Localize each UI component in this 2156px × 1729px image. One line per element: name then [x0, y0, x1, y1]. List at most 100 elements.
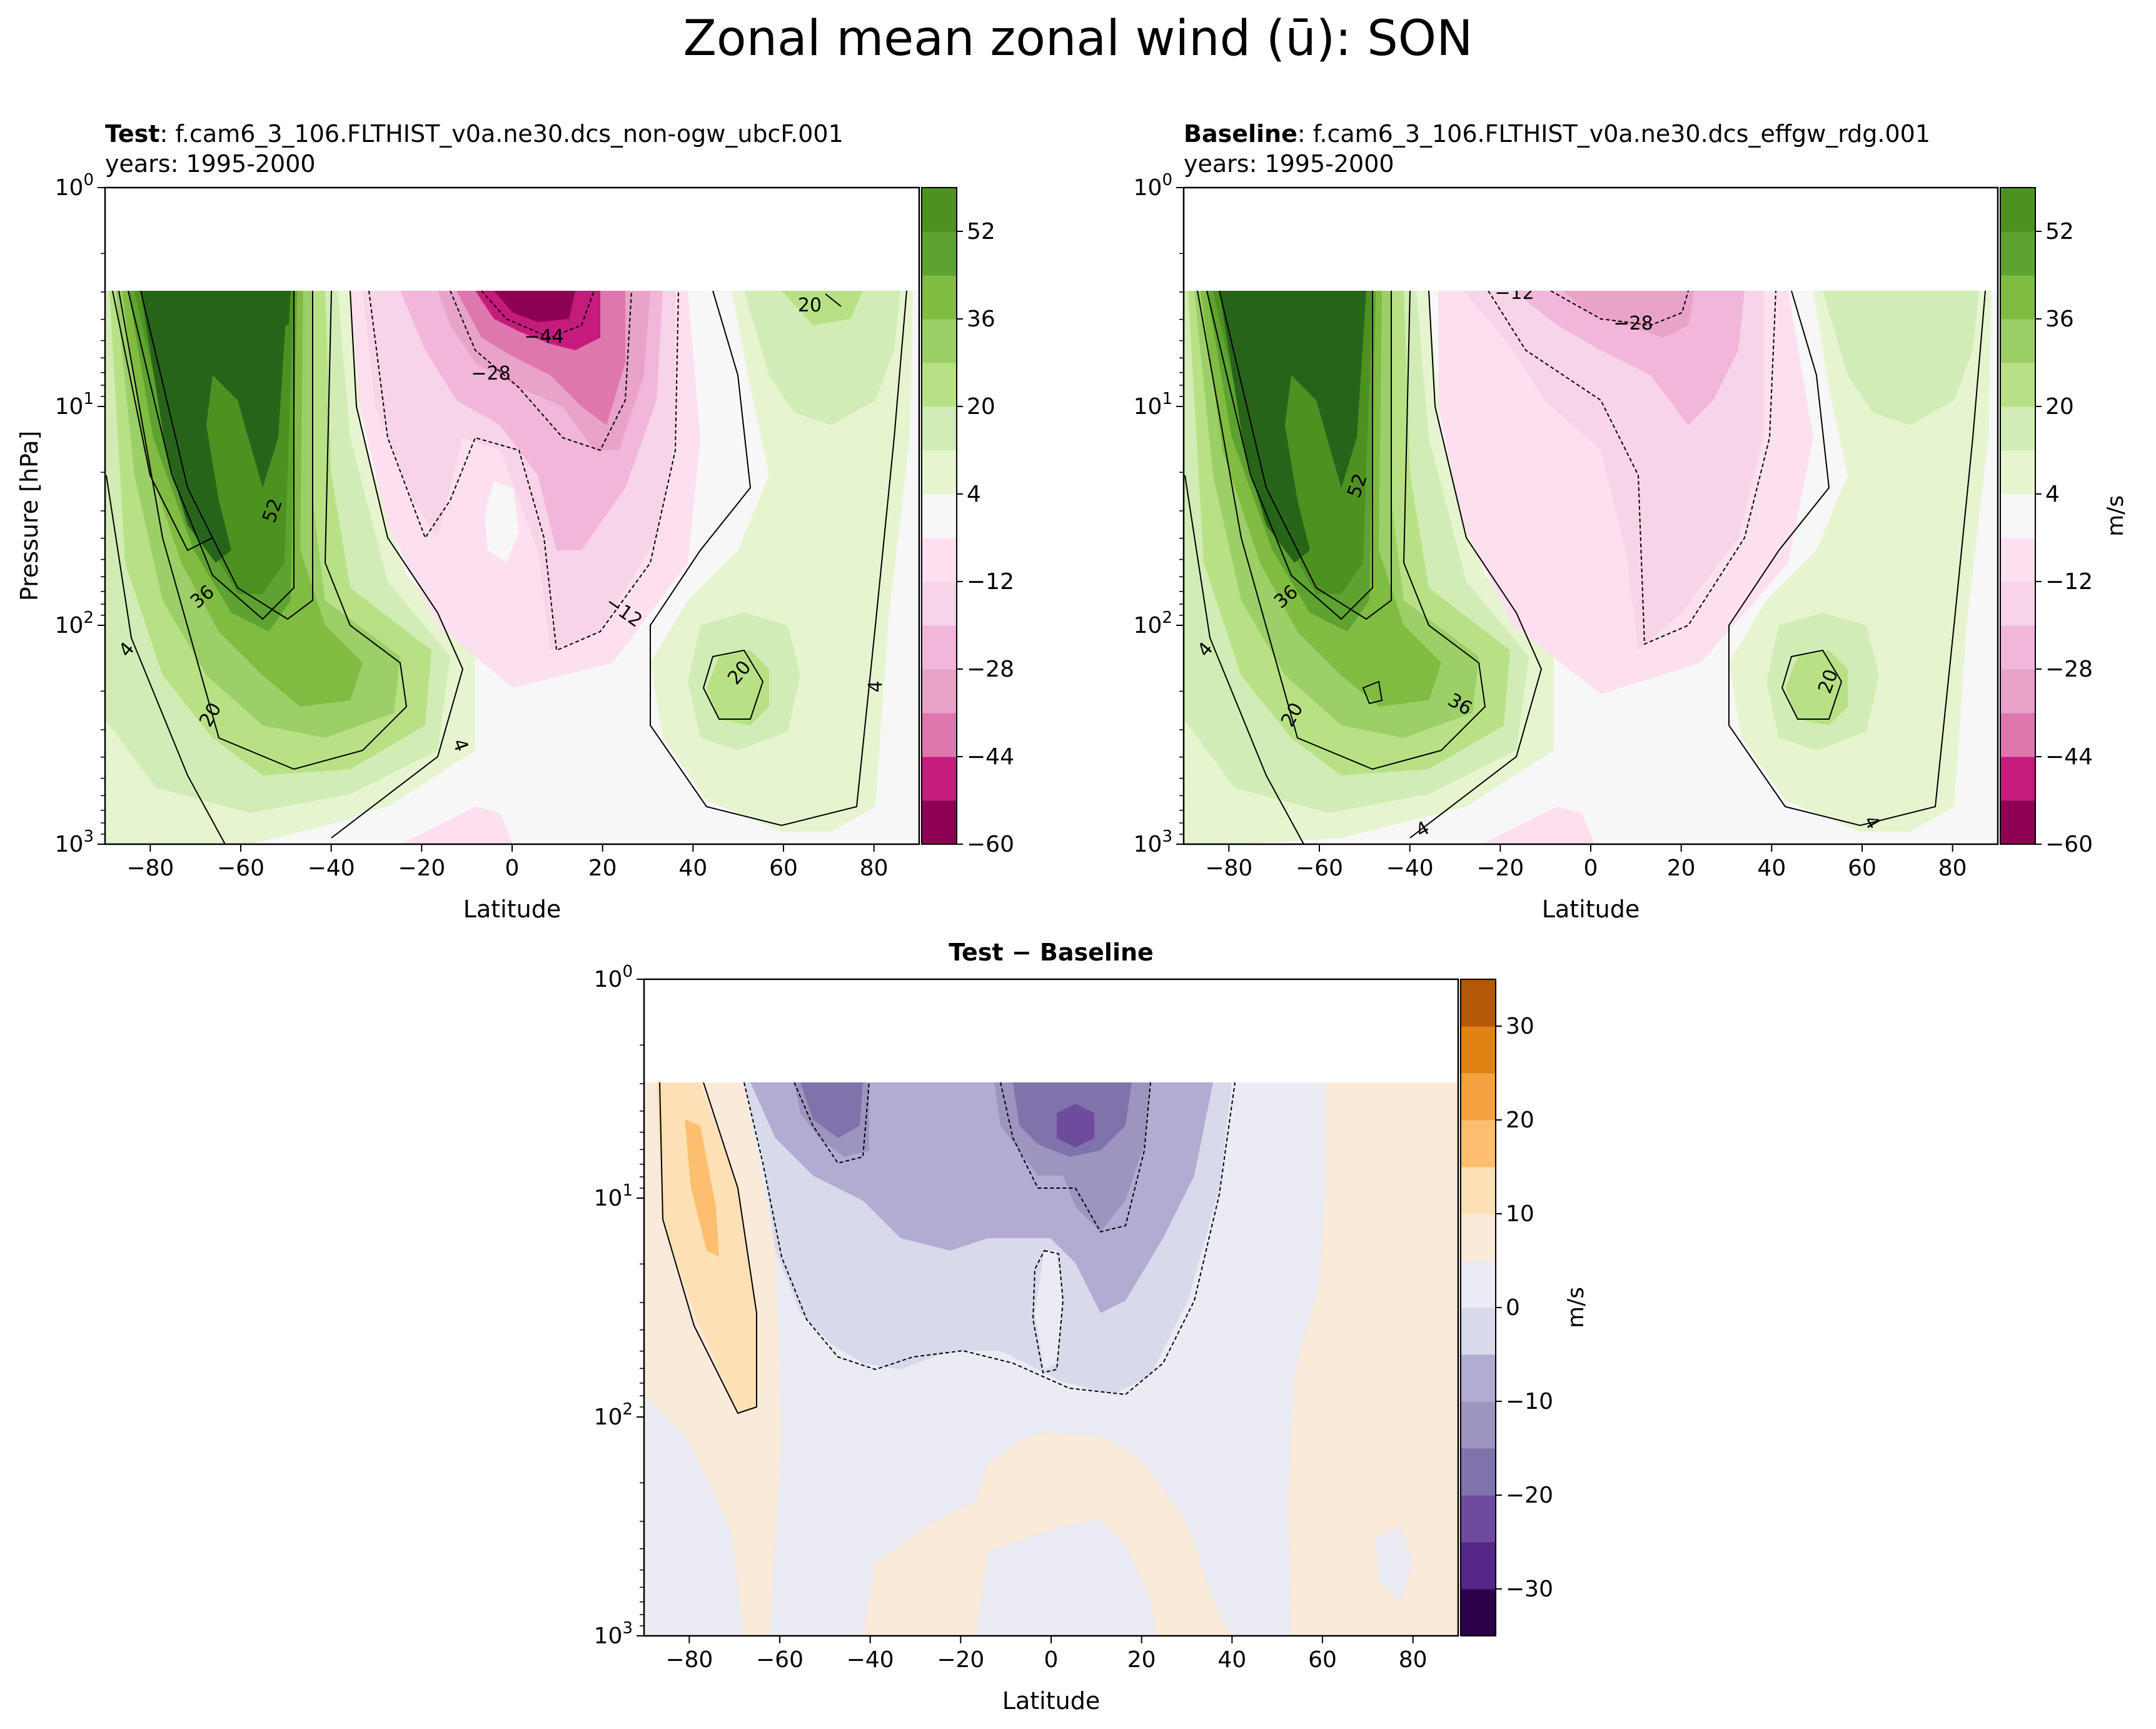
colorbar-tick-label: −60	[2045, 832, 2093, 857]
contour-line	[659, 1082, 757, 1414]
colorbar-swatch	[2000, 231, 2035, 276]
contour-fill	[494, 291, 575, 322]
colorbar-swatch	[1461, 1495, 1496, 1543]
colorbar-swatch	[2000, 757, 2035, 801]
colorbar-swatch	[922, 625, 957, 670]
x-tick-label: −80	[126, 855, 174, 881]
x-tick-label: 60	[1308, 1647, 1337, 1673]
x-tick-label: 80	[1938, 855, 1967, 881]
y-tick-label: 100	[594, 962, 633, 992]
colorbar-tick-label: −60	[967, 832, 1014, 857]
colorbar-tick-label: 4	[967, 481, 981, 507]
panel-diff: Test − Baseline	[594, 939, 1589, 1715]
x-tick-label: 40	[678, 855, 707, 881]
x-tick-label: 0	[1044, 1647, 1059, 1673]
panel-diff-title: Test − Baseline	[949, 939, 1154, 966]
colorbar-swatch	[1461, 1308, 1496, 1355]
colorbar-swatch	[922, 363, 957, 407]
contour-line	[118, 291, 408, 770]
x-tick-label: 0	[1584, 855, 1598, 881]
colorbar-swatch	[1461, 1026, 1496, 1074]
colorbar-swatch	[922, 275, 957, 320]
x-tick-label: 60	[1848, 855, 1876, 881]
colorbar-swatch	[922, 188, 957, 232]
contour-line	[1197, 291, 1486, 770]
y-tick-label: 101	[594, 1181, 633, 1211]
colorbar-tick-label: −30	[1506, 1576, 1553, 1602]
contour-fill	[400, 807, 513, 844]
colorbar-tick-label: −28	[2045, 657, 2093, 682]
panel-baseline-colorbar: 52 36 20 4 −12 −28 −44 −60 m/s	[2000, 187, 2128, 857]
colorbar-swatch	[922, 669, 957, 713]
contour-line	[1219, 291, 1392, 620]
panel-test: Test: f.cam6_3_106.FLTHIST_v0a.ne30.dcs_…	[16, 120, 1014, 923]
x-tick-label: −40	[1386, 855, 1434, 881]
x-tick-label: 80	[1399, 1647, 1428, 1673]
colorbar-swatch	[922, 757, 957, 801]
x-tick-label: −60	[756, 1647, 803, 1673]
contour-line	[450, 291, 632, 451]
x-tick-label: −20	[937, 1647, 984, 1673]
colorbar-swatch	[1461, 1073, 1496, 1121]
y-tick-label: 100	[1134, 171, 1172, 201]
x-tick-label: −80	[1205, 855, 1252, 881]
panel-test-ticks: −80 −60 −40 −20 0 20 40 60 80 100 101 102 103	[55, 171, 889, 881]
colorbar-swatch	[2000, 669, 2035, 713]
contour-line	[128, 291, 295, 620]
contour-line	[1000, 1082, 1151, 1233]
panel-baseline-xlabel: Latitude	[1542, 895, 1640, 923]
colorbar-label: m/s	[2103, 495, 2128, 537]
colorbar-swatch	[1461, 1589, 1496, 1636]
panel-baseline-subtitle: years: 1995-2000	[1184, 150, 1394, 178]
contour-line	[1781, 649, 1843, 720]
contour-fill	[800, 1082, 863, 1138]
contour-line	[825, 293, 842, 307]
colorbar-tick-label: −20	[1506, 1483, 1553, 1508]
contour-label: −28	[1613, 313, 1653, 335]
x-tick-label: −40	[847, 1647, 894, 1673]
y-tick-label: 102	[1134, 608, 1172, 638]
colorbar-tick-label: 52	[2045, 219, 2074, 244]
colorbar-swatch	[2000, 275, 2035, 320]
x-tick-label: −60	[1296, 855, 1343, 881]
contour-line	[1728, 291, 1986, 827]
contour-line	[1032, 1249, 1064, 1374]
colorbar-tick-label: −44	[967, 744, 1014, 770]
colorbar-tick-label: 10	[1506, 1201, 1534, 1227]
colorbar-swatch	[922, 231, 957, 276]
colorbar-tick-label: 30	[1506, 1014, 1534, 1039]
contour-fill	[644, 1394, 744, 1636]
panel-baseline-title: Baseline: f.cam6_3_106.FLTHIST_v0a.ne30.…	[1184, 120, 1930, 148]
colorbar-swatch	[2000, 319, 2035, 363]
colorbar-swatch	[922, 582, 957, 626]
contour-label: −12	[1494, 282, 1534, 304]
colorbar-swatch	[1461, 1401, 1496, 1449]
colorbar-tick-label: 36	[2045, 306, 2074, 332]
colorbar-tick-label: 4	[2045, 481, 2060, 507]
contour-fill	[707, 650, 769, 725]
colorbar-swatch	[2000, 625, 2035, 670]
colorbar-swatch	[1461, 1167, 1496, 1214]
contour-line	[650, 291, 907, 827]
colorbar-tick-label: 20	[2045, 394, 2074, 420]
y-tick-label: 101	[55, 390, 94, 420]
y-tick-label: 102	[55, 608, 94, 638]
x-tick-label: 0	[505, 855, 520, 881]
contour-fill	[1376, 1526, 1413, 1601]
colorbar-swatch	[922, 450, 957, 495]
colorbar-swatch	[1461, 1448, 1496, 1496]
contour-line	[1488, 291, 1776, 645]
contour-line	[1409, 291, 1543, 839]
missing-data-band	[105, 188, 919, 291]
colorbar-tick-label: 0	[1506, 1295, 1520, 1321]
contour-line	[140, 291, 313, 620]
colorbar-swatch	[1461, 1261, 1496, 1308]
colorbar-tick-label: 20	[1506, 1107, 1534, 1133]
x-tick-label: −40	[308, 855, 355, 881]
panel-test-subtitle: years: 1995-2000	[105, 150, 316, 178]
contour-fill	[141, 291, 288, 563]
colorbar-swatch	[1461, 1214, 1496, 1261]
contour-line	[1362, 680, 1383, 705]
y-tick-label: 103	[55, 827, 94, 857]
